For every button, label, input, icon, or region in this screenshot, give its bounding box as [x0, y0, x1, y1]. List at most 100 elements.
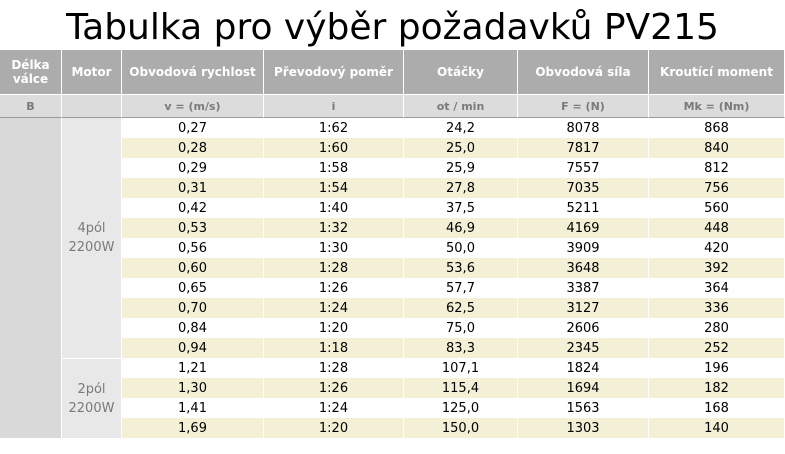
header-torque: Kroutící moment — [649, 50, 785, 95]
table-row: 0,56 1:30 50,0 3909 420 — [0, 238, 785, 258]
unit-length: B — [0, 95, 62, 118]
length-range-cell: 440 - 1100 mm — [0, 118, 62, 438]
cell-rpm: 53,6 — [404, 258, 518, 278]
cell-force: 4169 — [518, 218, 649, 238]
header-rpm: Otáčky — [404, 50, 518, 95]
cell-force: 1303 — [518, 418, 649, 438]
table-row: 0,84 1:20 75,0 2606 280 — [0, 318, 785, 338]
motor-poles: 4pól — [77, 221, 106, 236]
cell-ratio: 1:58 — [264, 158, 404, 178]
cell-ratio: 1:26 — [264, 278, 404, 298]
cell-torque: 840 — [649, 138, 785, 158]
cell-ratio: 1:40 — [264, 198, 404, 218]
table-row: 0,60 1:28 53,6 3648 392 — [0, 258, 785, 278]
unit-torque: Mk = (Nm) — [649, 95, 785, 118]
cell-torque: 560 — [649, 198, 785, 218]
motor-power: 2200W — [68, 240, 115, 255]
cell-rpm: 25,9 — [404, 158, 518, 178]
table-row: 440 - 1100 mm 4pól 2200W 0,271:6224,2807886… — [0, 118, 785, 438]
cell-torque: 140 — [649, 418, 785, 438]
cell-ratio: 1:20 — [264, 318, 404, 338]
cell-ratio: 1:54 — [264, 178, 404, 198]
cell-rpm: 37,5 — [404, 198, 518, 218]
cell-speed: 0,53 — [122, 218, 264, 238]
cell-torque: 182 — [649, 378, 785, 398]
cell-force: 1563 — [518, 398, 649, 418]
unit-force: F = (N) — [518, 95, 649, 118]
cell-speed: 0,56 — [122, 238, 264, 258]
cell-force: 7817 — [518, 138, 649, 158]
cell-force: 3648 — [518, 258, 649, 278]
cell-speed: 0,65 — [122, 278, 264, 298]
header-motor: Motor — [62, 50, 122, 95]
cell-speed: 0,29 — [122, 158, 264, 178]
motor-cell: 2pól 2200W — [62, 358, 122, 438]
cell-rpm: 50,0 — [404, 238, 518, 258]
table-row: 1,41 1:24 125,0 1563 168 — [0, 398, 785, 418]
table-row: 0,31 1:54 27,8 7035 756 — [0, 178, 785, 198]
cell-force: 7035 — [518, 178, 649, 198]
cell-ratio: 1:26 — [264, 378, 404, 398]
motor-power: 2200W — [68, 400, 115, 416]
cell-force: 1694 — [518, 378, 649, 398]
cell-rpm: 46,9 — [404, 218, 518, 238]
cell-rpm: 83,3 — [404, 338, 518, 358]
cell-torque: 364 — [649, 278, 785, 298]
cell-speed: 0,28 — [122, 138, 264, 158]
cell-force: 2606 — [518, 318, 649, 338]
cell-speed: 0,27 — [122, 118, 264, 138]
cell-force: 1824 — [518, 358, 649, 378]
unit-motor — [62, 95, 122, 118]
cell-ratio: 1:60 — [264, 138, 404, 158]
cell-torque: 168 — [649, 398, 785, 418]
table-row: 2pól 2200W 1,21 1:28 107,1 1824 196 — [0, 358, 785, 438]
cell-rpm: 150,0 — [404, 418, 518, 438]
cell-speed: 1,30 — [122, 378, 264, 398]
unit-rpm: ot / min — [404, 95, 518, 118]
cell-force: 2345 — [518, 338, 649, 358]
unit-ratio: i — [264, 95, 404, 118]
table-row: 0,65 1:26 57,7 3387 364 — [0, 278, 785, 298]
cell-torque: 280 — [649, 318, 785, 338]
cell-torque: 812 — [649, 158, 785, 178]
table-row: 0,94 1:18 83,3 2345 252 — [0, 338, 785, 358]
cell-force: 8078 — [518, 118, 649, 138]
cell-speed: 0,94 — [122, 338, 264, 358]
cell-ratio: 1:28 — [264, 258, 404, 278]
cell-ratio: 1:24 — [264, 398, 404, 418]
table-row: 0,42 1:40 37,5 5211 560 — [0, 198, 785, 218]
table-row: 0,53 1:32 46,9 4169 448 — [0, 218, 785, 238]
cell-ratio: 1:32 — [264, 218, 404, 238]
header-speed: Obvodová rychlost — [122, 50, 264, 95]
cell-force: 3909 — [518, 238, 649, 258]
motor-poles: 2pól — [77, 381, 106, 397]
unit-speed: v = (m/s) — [122, 95, 264, 118]
cell-rpm: 125,0 — [404, 398, 518, 418]
cell-speed: 0,60 — [122, 258, 264, 278]
header-force: Obvodová síla — [518, 50, 649, 95]
motor-cell: 4pól 2200W — [62, 118, 122, 358]
cell-rpm: 75,0 — [404, 318, 518, 338]
cell-rpm: 25,0 — [404, 138, 518, 158]
cell-speed: 1,69 — [122, 418, 264, 438]
cell-speed: 1,21 — [122, 358, 264, 378]
cell-speed: 1,41 — [122, 398, 264, 418]
page-title: Tabulka pro výběr požadavků PV215 — [66, 7, 719, 48]
cell-speed: 0,42 — [122, 198, 264, 218]
header-row: Délka válce Motor Obvodová rychlost Přev… — [0, 50, 785, 95]
cell-ratio: 1:30 — [264, 238, 404, 258]
header-length: Délka válce — [0, 50, 62, 95]
cell-torque: 868 — [649, 118, 785, 138]
cell-force: 7557 — [518, 158, 649, 178]
cell-ratio: 1:24 — [264, 298, 404, 318]
cell-force: 3127 — [518, 298, 649, 318]
selection-table: Délka válce Motor Obvodová rychlost Přev… — [0, 50, 785, 438]
cell-torque: 252 — [649, 338, 785, 358]
cell-torque: 196 — [649, 358, 785, 378]
units-row: B v = (m/s) i ot / min F = (N) Mk = (Nm) — [0, 95, 785, 118]
cell-ratio: 1:18 — [264, 338, 404, 358]
cell-force: 3387 — [518, 278, 649, 298]
cell-force: 5211 — [518, 198, 649, 218]
table-row: 1,69 1:20 150,0 1303 140 — [0, 418, 785, 438]
table-row: 0,70 1:24 62,5 3127 336 — [0, 298, 785, 318]
